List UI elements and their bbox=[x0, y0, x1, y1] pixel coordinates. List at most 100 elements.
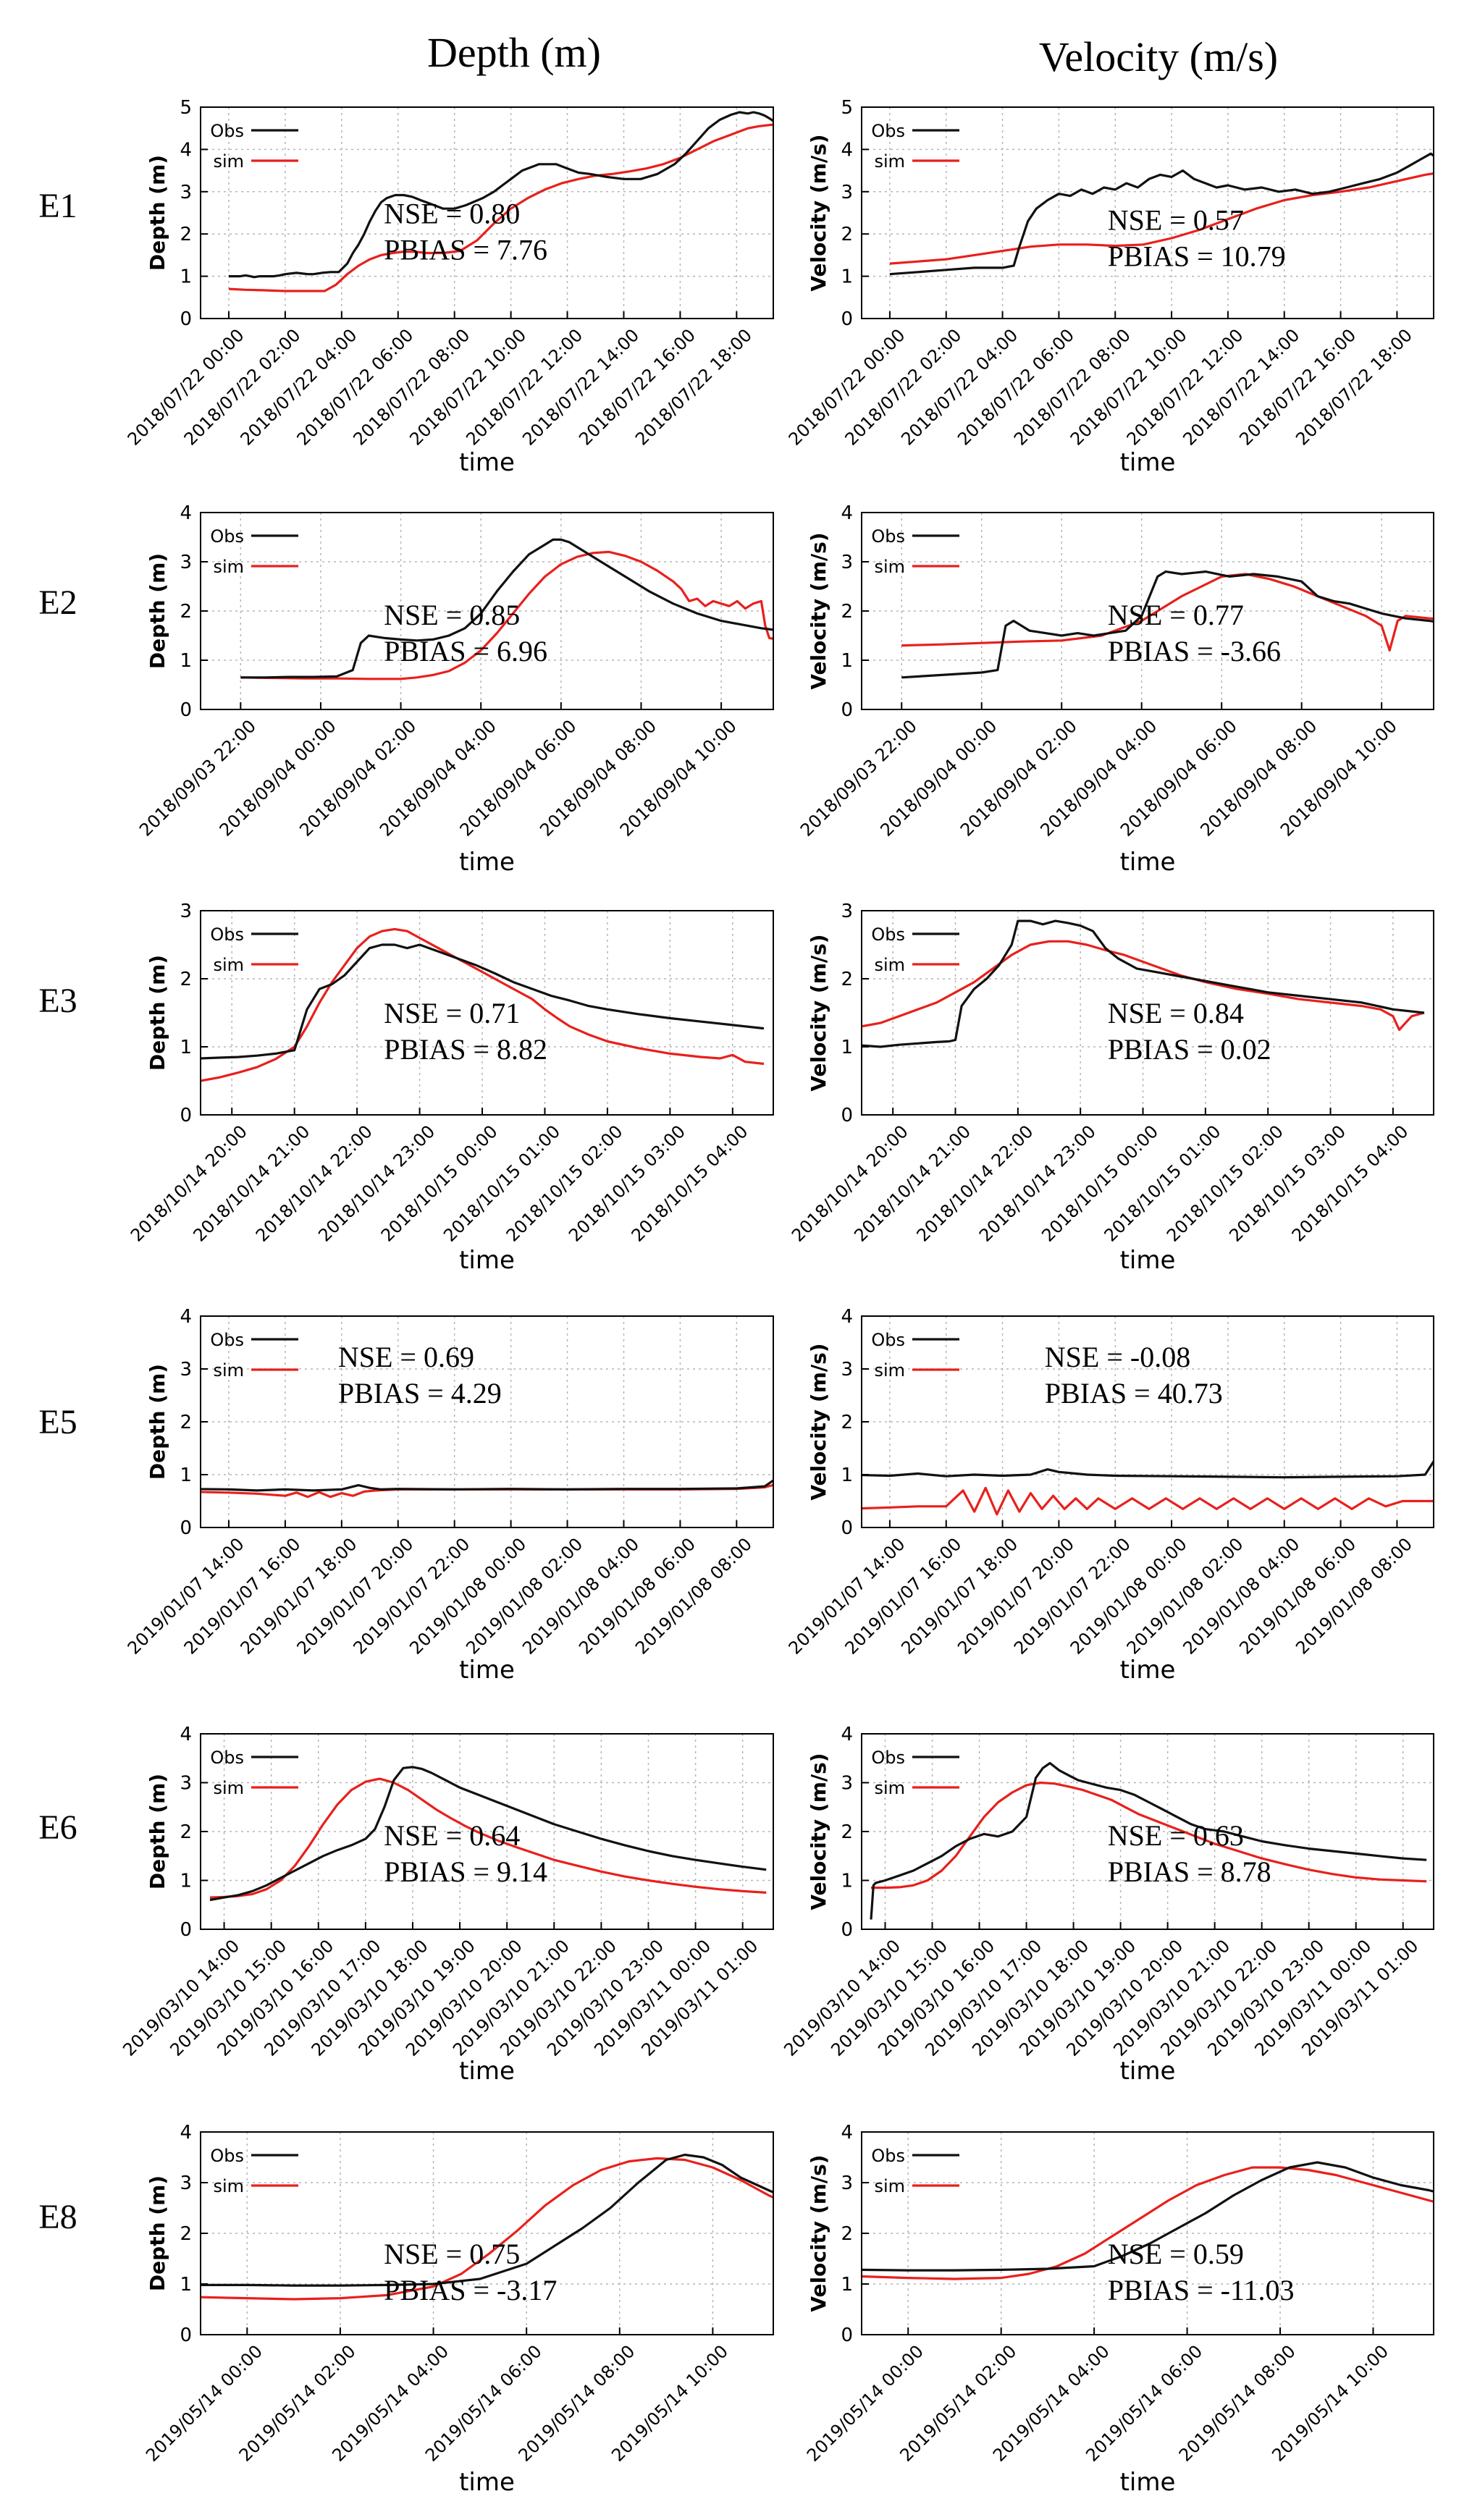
chart-e3-depth-frame bbox=[200, 910, 774, 1116]
chart-e6-velocity-ytick-label-2: 2 bbox=[841, 1821, 853, 1843]
chart-e3-depth-xlabel: time bbox=[459, 1246, 515, 1275]
chart-e1-velocity-ytick-label-3: 3 bbox=[841, 182, 853, 203]
chart-e3-depth-xtick-label-1: 2018/10/14 21:00 bbox=[189, 1121, 314, 1246]
chart-e8-depth-series-obs bbox=[201, 2153, 773, 2287]
chart-e2-depth-series-obs bbox=[240, 538, 773, 679]
chart-e3-velocity-series-obs bbox=[862, 919, 1425, 1048]
chart-e8-velocity-ytick-label-0: 0 bbox=[841, 2325, 853, 2346]
chart-e5-velocity-ytick-label-2: 2 bbox=[841, 1412, 853, 1433]
chart-e1-depth-ytick-label-2: 2 bbox=[180, 224, 192, 245]
chart-e3-depth-xtick-label-0: 2018/10/14 20:00 bbox=[127, 1121, 251, 1246]
chart-e2-velocity-xlabel: time bbox=[1120, 848, 1176, 877]
chart-e5-depth-ytick-label-3: 3 bbox=[180, 1359, 192, 1381]
chart-e1-velocity-series-obs bbox=[889, 152, 1434, 276]
chart-e5-velocity-legend-label-obs: Obs bbox=[871, 1330, 905, 1350]
chart-e1-depth-series-obs bbox=[229, 111, 773, 279]
chart-e3-velocity-series-sim bbox=[862, 940, 1425, 1032]
chart-e5-velocity-legend-label-sim: sim bbox=[874, 1360, 905, 1381]
chart-e5-depth-ytick-label-1: 1 bbox=[180, 1465, 192, 1486]
event-label-e1: E1 bbox=[38, 187, 77, 225]
event-label-e6: E6 bbox=[38, 1808, 77, 1847]
chart-e2-depth-xlabel: time bbox=[459, 848, 515, 877]
chart-e2-depth-legend-label-sim: sim bbox=[213, 557, 244, 577]
event-label-e8: E8 bbox=[38, 2198, 77, 2236]
chart-e3-depth-xtick-label-3: 2018/10/14 23:00 bbox=[314, 1121, 439, 1246]
chart-e1-velocity-ylabel: Velocity (m/s) bbox=[807, 134, 830, 291]
chart-e6-depth-ytick-label-1: 1 bbox=[180, 1871, 192, 1892]
chart-e5-depth-ytick-label-0: 0 bbox=[180, 1517, 192, 1539]
chart-e6-depth-ylabel: Depth (m) bbox=[146, 1774, 169, 1889]
chart-e3-velocity-xlabel: time bbox=[1120, 1246, 1176, 1275]
chart-e6-depth-xlabel: time bbox=[459, 2057, 515, 2086]
chart-e2-velocity-ytick-label-1: 1 bbox=[841, 650, 853, 672]
chart-e1-velocity-ytick-label-4: 4 bbox=[841, 139, 853, 161]
chart-e6-velocity-pbias: PBIAS = 8.78 bbox=[1108, 1855, 1271, 1888]
chart-e3-velocity-xtick-label-7: 2018/10/15 03:00 bbox=[1225, 1121, 1350, 1246]
chart-e5-velocity-ytick-label-3: 3 bbox=[841, 1359, 853, 1381]
chart-e2-depth-ytick-label-1: 1 bbox=[180, 650, 192, 672]
chart-e5-depth-nse: NSE = 0.69 bbox=[338, 1341, 474, 1373]
chart-e3-velocity-xtick-label-2: 2018/10/14 22:00 bbox=[913, 1121, 1038, 1246]
chart-e5-depth-xlabel: time bbox=[459, 1656, 515, 1685]
chart-e5-velocity-ytick-label-1: 1 bbox=[841, 1465, 853, 1486]
chart-e6-velocity-legend-label-sim: sim bbox=[874, 1778, 905, 1798]
chart-e3-depth-xtick-label-6: 2018/10/15 02:00 bbox=[502, 1121, 627, 1246]
chart-e1-depth-nse: NSE = 0.80 bbox=[384, 198, 520, 230]
chart-e6-velocity-ylabel: Velocity (m/s) bbox=[807, 1753, 830, 1910]
chart-e1-depth-frame bbox=[200, 106, 774, 319]
chart-e1-depth-ytick-label-5: 5 bbox=[180, 97, 192, 119]
chart-e3-depth-xtick-label-2: 2018/10/14 22:00 bbox=[252, 1121, 377, 1246]
chart-e3-depth-series-obs bbox=[201, 943, 765, 1060]
chart-e8-velocity-legend-label-sim: sim bbox=[874, 2176, 905, 2196]
chart-e3-velocity-ytick-label-0: 0 bbox=[841, 1105, 853, 1126]
chart-e8-depth-xlabel: time bbox=[459, 2468, 515, 2497]
chart-e3-velocity-xtick-label-0: 2018/10/14 20:00 bbox=[788, 1121, 912, 1246]
chart-e3-velocity-xtick-label-1: 2018/10/14 21:00 bbox=[850, 1121, 975, 1246]
chart-e6-velocity-xlabel: time bbox=[1120, 2057, 1176, 2086]
chart-e1-velocity-legend-label-sim: sim bbox=[874, 151, 905, 172]
chart-e5-velocity-ylabel: Velocity (m/s) bbox=[807, 1343, 830, 1500]
chart-e1-velocity-frame bbox=[861, 106, 1434, 319]
event-label-e3: E3 bbox=[38, 982, 77, 1020]
chart-e2-velocity-ytick-label-2: 2 bbox=[841, 601, 853, 623]
chart-e3-velocity-ylabel: Velocity (m/s) bbox=[807, 934, 830, 1091]
chart-e6-depth-legend-label-sim: sim bbox=[213, 1778, 244, 1798]
chart-e8-depth-legend-label-sim: sim bbox=[213, 2176, 244, 2196]
chart-e3-depth-ytick-label-0: 0 bbox=[180, 1105, 192, 1126]
chart-e2-velocity-pbias: PBIAS = -3.66 bbox=[1108, 635, 1281, 667]
chart-e2-velocity-ytick-label-4: 4 bbox=[841, 502, 853, 524]
chart-e8-depth-ylabel: Depth (m) bbox=[146, 2175, 169, 2291]
chart-e2-depth-ytick-label-0: 0 bbox=[180, 699, 192, 721]
chart-e5-velocity-nse: NSE = -0.08 bbox=[1045, 1341, 1190, 1373]
chart-e6-depth-series-obs bbox=[209, 1766, 767, 1902]
event-label-e5: E5 bbox=[38, 1403, 77, 1441]
chart-e2-velocity-ytick-label-3: 3 bbox=[841, 552, 853, 573]
chart-e5-velocity-ytick-label-0: 0 bbox=[841, 1517, 853, 1539]
chart-e3-velocity-pbias: PBIAS = 0.02 bbox=[1108, 1033, 1271, 1066]
chart-e3-velocity-frame bbox=[861, 910, 1434, 1116]
chart-e8-depth-ytick-label-4: 4 bbox=[180, 2122, 192, 2144]
chart-e3-depth-legend-label-obs: Obs bbox=[210, 924, 244, 945]
chart-e2-depth-pbias: PBIAS = 6.96 bbox=[384, 635, 547, 667]
chart-e2-velocity-ylabel: Velocity (m/s) bbox=[807, 532, 830, 689]
chart-e8-depth-nse: NSE = 0.75 bbox=[384, 2238, 520, 2270]
chart-e3-depth-ytick-label-1: 1 bbox=[180, 1037, 192, 1058]
chart-e6-velocity-series-obs bbox=[870, 1761, 1427, 1920]
chart-e3-depth-xtick-label-7: 2018/10/15 03:00 bbox=[565, 1121, 689, 1246]
chart-e6-depth-pbias: PBIAS = 9.14 bbox=[384, 1855, 547, 1888]
chart-e8-velocity-ytick-label-4: 4 bbox=[841, 2122, 853, 2144]
chart-e5-velocity-pbias: PBIAS = 40.73 bbox=[1045, 1377, 1223, 1409]
chart-e6-velocity-series-sim bbox=[871, 1781, 1427, 1889]
chart-e3-depth-nse: NSE = 0.71 bbox=[384, 997, 520, 1029]
chart-e1-velocity-series-sim bbox=[889, 172, 1434, 265]
chart-e2-depth-ylabel: Depth (m) bbox=[146, 553, 169, 669]
chart-e5-velocity-ytick-label-4: 4 bbox=[841, 1306, 853, 1328]
chart-e1-velocity-legend-label-obs: Obs bbox=[871, 121, 905, 141]
chart-e8-depth-series-sim bbox=[201, 2157, 773, 2301]
chart-e8-velocity-series-obs bbox=[862, 2161, 1434, 2272]
